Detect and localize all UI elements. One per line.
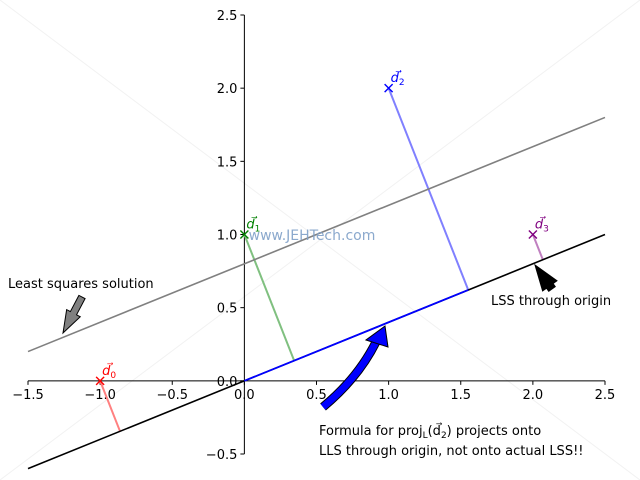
lss-line xyxy=(27,116,606,353)
x-tick-label: 1.0 xyxy=(378,388,399,403)
point-marker-d1 xyxy=(239,230,249,239)
y-tick-label: 1.5 xyxy=(217,155,238,170)
x-tick-label: 0.5 xyxy=(306,388,327,403)
x-tick-label: 0.0 xyxy=(234,388,255,403)
y-tick-label: 0.5 xyxy=(217,302,238,317)
annotation-lss-label: Least squares solution xyxy=(8,277,154,292)
annotation-origin-arrow xyxy=(534,263,558,293)
point-label-d1: d⃗1 xyxy=(246,216,260,234)
y-tick-label: 2.0 xyxy=(217,82,238,97)
point-label-d0: d⃗0 xyxy=(102,362,116,380)
annotation-formula-line2: LLS through origin, not onto actual LSS!… xyxy=(319,444,584,459)
annotation-formula-arrow-head xyxy=(364,325,389,348)
y-tick-label: 1.0 xyxy=(217,229,238,244)
residual-line-d1 xyxy=(243,234,296,362)
point-marker-d3 xyxy=(528,230,538,239)
series-layer xyxy=(27,87,606,470)
point-marker-d0 xyxy=(95,376,105,386)
x-tick-label: −1.0 xyxy=(84,388,116,403)
residual-line-d0 xyxy=(99,380,121,432)
x-tick-label: −0.5 xyxy=(156,388,188,403)
annotations-layer: Least squares solution LSS through origin… xyxy=(8,263,611,459)
x-tick-label: −1.5 xyxy=(12,388,44,403)
points-layer: d⃗0 d⃗1 d⃗2 d⃗3 xyxy=(95,70,549,386)
point-marker-d2 xyxy=(384,83,394,93)
annotation-lss-arrow xyxy=(62,294,86,335)
x-tick-label: 1.5 xyxy=(450,388,471,403)
y-tick-label: 2.5 xyxy=(217,9,238,24)
watermark: www.JEHTech.com xyxy=(249,228,376,244)
annotation-formula-line1: Formula for projL(d⃗2) projects onto xyxy=(319,423,541,441)
x-tick-label: 2.0 xyxy=(523,388,544,403)
point-label-d3: d⃗3 xyxy=(535,216,549,234)
point-label-d2: d⃗2 xyxy=(391,70,405,88)
annotation-origin-label: LSS through origin xyxy=(491,294,611,309)
residual-line-d3 xyxy=(531,234,544,261)
annotation-formula-arrow-shaft xyxy=(320,340,380,410)
axes: −1.5 −1.0 −0.5 0.0 0.5 1.0 1.5 2.0 2.5−0.50.00.5… xyxy=(12,9,615,463)
x-tick-label: 2.5 xyxy=(595,388,616,403)
projection-line xyxy=(244,289,469,382)
y-tick-label: −0.5 xyxy=(206,448,238,463)
